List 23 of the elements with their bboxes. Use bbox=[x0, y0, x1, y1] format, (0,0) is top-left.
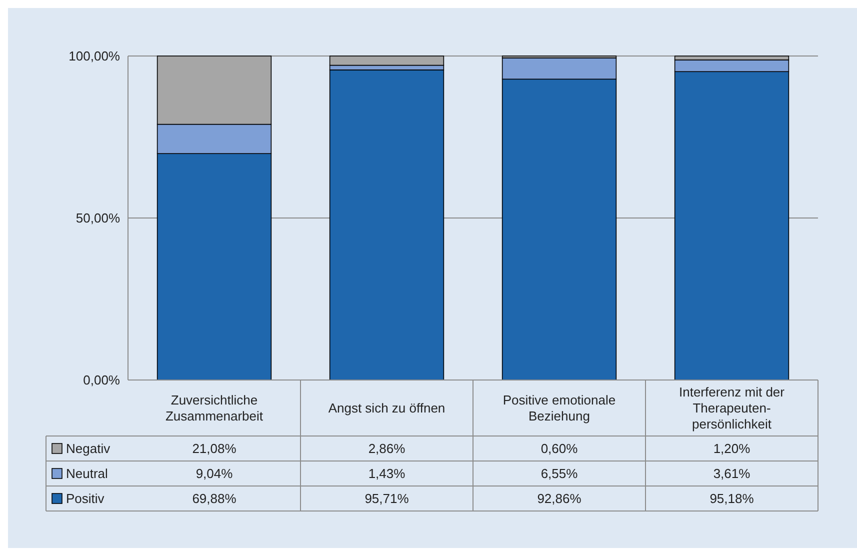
data-label: 9,04% bbox=[196, 466, 234, 482]
y-tick-label: 50,00% bbox=[76, 210, 120, 226]
data-label: 1,20% bbox=[713, 441, 751, 456]
data-label: 95,18% bbox=[710, 491, 754, 506]
x-tick-label: Angst sich zu öffnen bbox=[328, 400, 446, 416]
data-label: 6,55% bbox=[540, 466, 578, 482]
data-label: 69,88% bbox=[192, 491, 237, 506]
legend-label: Negativ bbox=[66, 441, 111, 456]
data-label: 95,71% bbox=[364, 491, 410, 506]
y-tick-label: 100,00% bbox=[68, 48, 120, 64]
data-label: 2,86% bbox=[368, 441, 406, 456]
legend-label: Positiv bbox=[66, 491, 105, 506]
data-label: 0,60% bbox=[540, 441, 578, 456]
y-tick-label: 0,00% bbox=[83, 372, 120, 388]
x-tick-label: Zuversichtliche Zusammenarbeit bbox=[165, 392, 264, 424]
data-label: 3,61% bbox=[713, 466, 751, 482]
legend-label: Neutral bbox=[66, 466, 108, 482]
bar bbox=[329, 70, 444, 380]
data-label: 21,08% bbox=[192, 441, 237, 456]
data-label: 92,86% bbox=[537, 491, 582, 506]
x-tick-label: Interferenz mit der Therapeuten-persönlichkeit bbox=[679, 384, 786, 432]
x-tick-label: Positive emotionale Beziehung bbox=[502, 392, 616, 424]
data-label: 1,43% bbox=[368, 466, 406, 482]
